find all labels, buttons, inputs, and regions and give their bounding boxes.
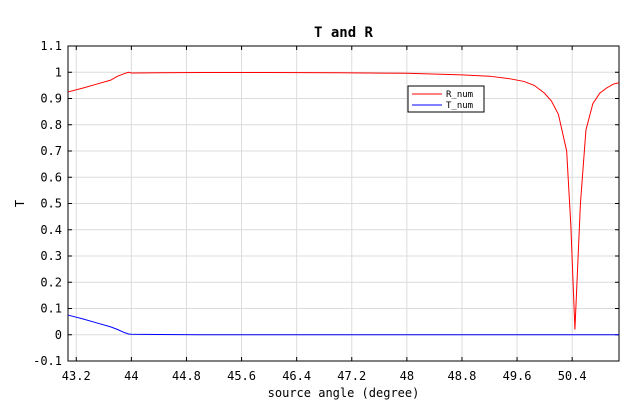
series-line-r-num (67, 71, 620, 330)
x-axis-label: source angle (degree) (268, 386, 420, 400)
y-tick-label: 0.5 (40, 197, 62, 211)
x-tick-label: 46.4 (282, 369, 311, 383)
x-tick-label: 44.8 (172, 369, 201, 383)
x-tick-label: 43.2 (62, 369, 91, 383)
y-tick-label: 0.8 (40, 118, 62, 132)
x-tick-label: 44 (124, 369, 138, 383)
y-tick-label: 0.4 (40, 223, 62, 237)
y-tick-label: 0.1 (40, 302, 62, 316)
axis-ticks (68, 45, 619, 362)
y-tick-label: 1.1 (40, 39, 62, 53)
y-tick-label: 0 (55, 328, 62, 342)
y-tick-label: 1 (55, 65, 62, 79)
x-tick-label: 48 (400, 369, 414, 383)
y-tick-labels: -0.1 0 0.1 0.2 0.3 0.4 0.5 0.6 0.7 0.8 0.9 1 1.1 (33, 39, 62, 368)
legend-label: R_num (446, 90, 473, 100)
y-tick-label: -0.1 (33, 354, 62, 368)
x-tick-label: 48.8 (448, 369, 477, 383)
y-tick-label: 0.9 (40, 92, 62, 106)
y-tick-label: 0.3 (40, 249, 62, 263)
x-tick-label: 45.6 (227, 369, 256, 383)
x-tick-label: 49.6 (503, 369, 532, 383)
x-tick-labels: 43.2 44 44.8 45.6 46.4 47.2 48 48.8 49.6 50.4 (62, 369, 587, 383)
legend-label: T_num (446, 101, 473, 111)
y-axis-label: T (13, 200, 27, 207)
series-lines (67, 71, 620, 336)
x-tick-label: 47.2 (337, 369, 366, 383)
legend-box (407, 85, 485, 113)
y-tick-label: 0.2 (40, 275, 62, 289)
y-tick-label: 0.7 (40, 144, 62, 158)
y-tick-label: 0.6 (40, 170, 62, 184)
chart-title: T and R (314, 25, 374, 41)
x-tick-label: 50.4 (558, 369, 587, 383)
series-line-t-num (67, 314, 619, 336)
